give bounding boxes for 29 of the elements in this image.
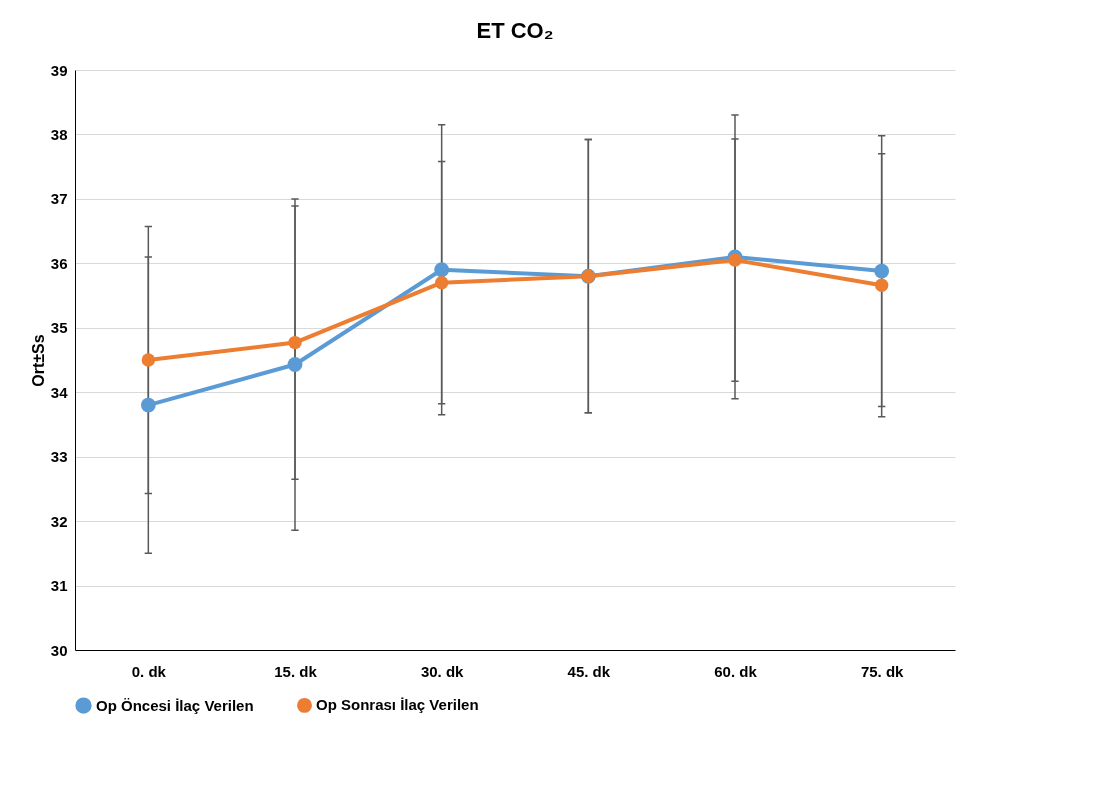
x-tick-label: 15. dk — [274, 662, 318, 680]
point — [434, 275, 449, 290]
x-tick-label: 30. dk — [420, 662, 465, 680]
point — [140, 397, 156, 413]
y-axis-title: Ort±Ss — [29, 334, 47, 387]
legend-label: Op Öncesi İlaç Verilen — [96, 696, 254, 714]
y-tick-label: 32 — [50, 512, 68, 530]
y-tick-label: 31 — [50, 577, 68, 595]
y-tick-label: 34 — [50, 383, 69, 401]
point — [141, 353, 156, 367]
x-tick-label: 0. dk — [131, 662, 167, 680]
point — [288, 335, 302, 350]
point — [287, 357, 303, 372]
x-tick-label: 60. dk — [714, 662, 758, 680]
point — [728, 253, 742, 267]
x-tick-label: 45. dk — [567, 662, 611, 680]
y-tick-label: 38 — [50, 125, 68, 143]
legend-label: Op Sonrası İlaç Verilen — [316, 696, 479, 714]
y-tick-label: 36 — [50, 254, 68, 272]
chart-title: ET CO₂ — [476, 18, 554, 43]
point — [874, 278, 889, 292]
y-tick-label: 33 — [50, 448, 68, 466]
x-tick-label: 75. dk — [860, 662, 905, 680]
point — [434, 262, 450, 278]
y-tick-label: 30 — [50, 641, 68, 659]
point — [874, 263, 890, 279]
y-tick-label: 35 — [50, 319, 68, 337]
y-tick-label: 37 — [50, 190, 68, 208]
y-tick-label: 39 — [50, 61, 68, 79]
